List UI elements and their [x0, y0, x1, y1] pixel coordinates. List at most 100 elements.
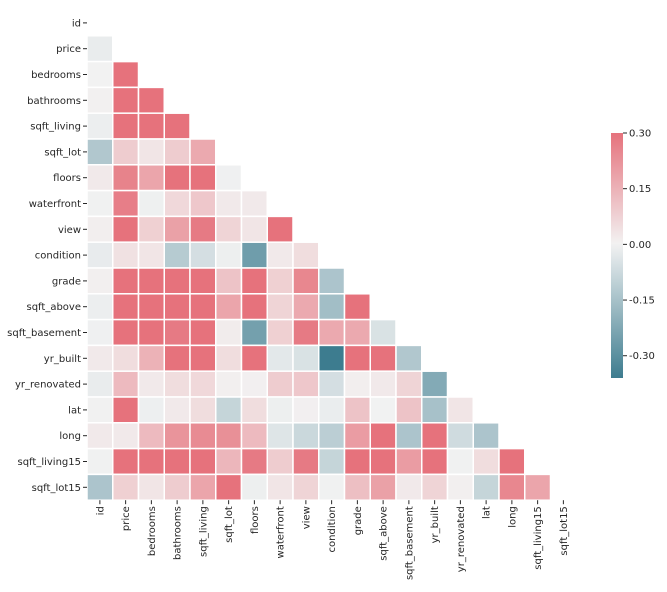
heatmap-cell-floors-id: [86, 164, 114, 192]
heatmap-cell-floors-sqft_living: [189, 164, 217, 192]
y-label-floors: floors: [53, 173, 81, 184]
heatmap-cell-sqft_living15-yr_built: [421, 447, 449, 476]
heatmap-cell-sqft_living15-view: [292, 447, 320, 476]
heatmap-cell-sqft_lot15-bedrooms: [137, 473, 165, 501]
x-label-sqft_living: sqft_living: [198, 506, 209, 557]
heatmap-cell-price-id: [86, 35, 114, 63]
heatmap-cell-sqft_living-bedrooms: [137, 112, 165, 140]
heatmap-cell-floors-sqft_lot: [215, 164, 243, 192]
heatmap-cell-bedrooms-id: [86, 60, 114, 89]
heatmap-cell-sqft_lot15-sqft_basement: [395, 473, 423, 501]
heatmap-cell-grade-bathrooms: [163, 267, 191, 295]
heatmap-cell-sqft_lot15-sqft_living15: [524, 473, 552, 501]
heatmap-cell-view-bedrooms: [137, 215, 165, 243]
heatmap-cell-yr_renovated-sqft_basement: [395, 370, 423, 398]
heatmap-cell-sqft_living15-sqft_lot: [215, 447, 243, 476]
heatmap-cell-sqft_basement-bathrooms: [163, 318, 191, 347]
heatmap-cell-floors-price: [112, 164, 140, 192]
heatmap-cell-view-floors: [240, 215, 268, 243]
heatmap-cell-yr_renovated-sqft_lot: [215, 370, 243, 398]
heatmap-cell-yr_built-grade: [343, 344, 371, 372]
heatmap-cell-long-floors: [240, 422, 268, 450]
x-label-floors: floors: [250, 506, 261, 534]
heatmap-cell-view-sqft_lot: [215, 215, 243, 243]
heatmap-cell-sqft_above-grade: [343, 293, 371, 321]
heatmap-cell-yr_built-price: [112, 344, 140, 372]
heatmap-cell-lat-grade: [343, 396, 371, 424]
heatmap-cell-sqft_lot15-grade: [343, 473, 371, 501]
heatmap-cell-long-yr_renovated: [446, 422, 474, 450]
heatmap-cell-lat-view: [292, 396, 320, 424]
heatmap-cell-long-sqft_living: [189, 422, 217, 450]
heatmap-cell-sqft_living-price: [112, 112, 140, 140]
y-label-id: id: [72, 18, 81, 29]
heatmap-cell-long-sqft_lot: [215, 422, 243, 450]
heatmap-cell-yr_renovated-bedrooms: [137, 370, 165, 398]
y-label-bathrooms: bathrooms: [27, 96, 81, 107]
x-label-bathrooms: bathrooms: [173, 506, 184, 560]
heatmap-cell-grade-condition: [318, 267, 346, 295]
heatmap-cell-sqft_above-waterfront: [266, 293, 294, 321]
colorbar-tick-label: -0.30: [629, 351, 655, 362]
heatmap-cell-yr_renovated-price: [112, 370, 140, 398]
heatmap-cell-sqft_lot15-sqft_living: [189, 473, 217, 501]
heatmap-cell-lat-floors: [240, 396, 268, 424]
heatmap-cell-waterfront-sqft_lot: [215, 189, 243, 218]
heatmap-cell-yr_renovated-waterfront: [266, 370, 294, 398]
heatmap-cell-lat-sqft_above: [369, 396, 397, 424]
heatmap-cell-long-sqft_above: [369, 422, 397, 450]
colorbar-tick-label: 0.15: [629, 184, 651, 195]
heatmap-cell-long-id: [86, 422, 114, 450]
heatmap-cell-long-bathrooms: [163, 422, 191, 450]
y-label-sqft_above: sqft_above: [27, 302, 82, 313]
heatmap-cell-sqft_basement-sqft_above: [369, 318, 397, 347]
heatmap-cell-sqft_basement-view: [292, 318, 320, 347]
heatmap-cell-yr_built-bathrooms: [163, 344, 191, 372]
heatmap-cell-sqft_living15-bedrooms: [137, 447, 165, 476]
heatmap-cell-yr_built-condition: [318, 344, 346, 372]
y-label-sqft_living: sqft_living: [30, 122, 81, 133]
heatmap-cell-view-sqft_living: [189, 215, 217, 243]
heatmap-cell-grade-bedrooms: [137, 267, 165, 295]
heatmap-cell-long-bedrooms: [137, 422, 165, 450]
heatmap-cell-waterfront-id: [86, 189, 114, 218]
heatmap-cell-sqft_basement-price: [112, 318, 140, 347]
heatmap-cell-long-waterfront: [266, 422, 294, 450]
heatmap-cell-sqft_living15-yr_renovated: [446, 447, 474, 476]
heatmap-cell-sqft_above-price: [112, 293, 140, 321]
heatmap-cell-long-sqft_basement: [395, 422, 423, 450]
heatmap-cell-condition-sqft_lot: [215, 241, 243, 269]
x-label-grade: grade: [353, 506, 364, 535]
heatmap-cell-condition-floors: [240, 241, 268, 269]
heatmap-cell-sqft_living15-bathrooms: [163, 447, 191, 476]
heatmap-cell-lat-price: [112, 396, 140, 424]
heatmap-cell-sqft_above-bathrooms: [163, 293, 191, 321]
colorbar-gradient: [611, 133, 623, 378]
heatmap-cell-sqft_basement-condition: [318, 318, 346, 347]
heatmap-cell-lat-id: [86, 396, 114, 424]
x-label-view: view: [301, 506, 312, 529]
x-label-condition: condition: [327, 506, 338, 552]
y-label-yr_built: yr_built: [44, 354, 81, 365]
y-label-condition: condition: [35, 251, 81, 262]
heatmap-cell-yr_renovated-floors: [240, 370, 268, 398]
heatmap-cell-bathrooms-bedrooms: [137, 86, 165, 114]
heatmap-cell-waterfront-bathrooms: [163, 189, 191, 218]
heatmap-cell-yr_built-sqft_above: [369, 344, 397, 372]
y-label-lat: lat: [68, 405, 81, 416]
heatmap-cell-yr_built-bedrooms: [137, 344, 165, 372]
heatmap-cell-yr_built-waterfront: [266, 344, 294, 372]
y-label-long: long: [59, 431, 81, 442]
heatmap-cell-sqft_lot-bathrooms: [163, 138, 191, 166]
heatmap-cell-sqft_living15-sqft_basement: [395, 447, 423, 476]
heatmap-cell-bedrooms-price: [112, 60, 140, 89]
heatmap-cell-sqft_living15-sqft_above: [369, 447, 397, 476]
heatmap-cell-grade-waterfront: [266, 267, 294, 295]
heatmap-cell-yr_built-view: [292, 344, 320, 372]
heatmap-cell-lat-sqft_basement: [395, 396, 423, 424]
x-label-waterfront: waterfront: [276, 506, 287, 558]
heatmap-cell-yr_renovated-condition: [318, 370, 346, 398]
heatmap-cell-yr_renovated-sqft_above: [369, 370, 397, 398]
x-label-id: id: [95, 506, 106, 515]
